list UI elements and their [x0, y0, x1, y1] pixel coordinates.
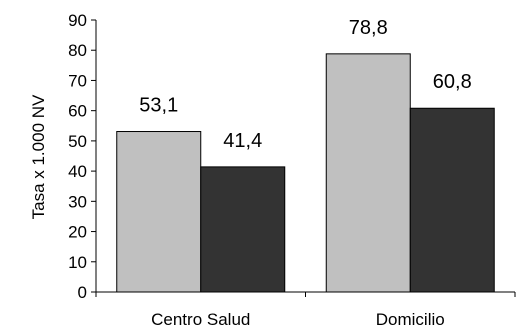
y-tick-label: 50	[68, 132, 87, 151]
y-tick-label: 10	[68, 253, 87, 272]
y-tick-label: 0	[78, 283, 87, 302]
y-tick-label: 20	[68, 223, 87, 242]
data-label: 60,8	[433, 71, 472, 93]
bars	[116, 53, 495, 293]
data-label: 78,8	[349, 17, 388, 39]
x-category-label: Centro Salud	[151, 310, 250, 329]
y-axis-title: Tasa x 1.000 NV	[29, 94, 48, 219]
y-axis: 0 10 20 30 40 50 60 70 80 90	[68, 11, 97, 302]
bar	[325, 53, 411, 293]
x-axis: Centro Salud Domicilio	[95, 291, 516, 329]
data-label: 41,4	[223, 130, 262, 152]
bar	[200, 166, 286, 293]
y-tick-label: 30	[68, 192, 87, 211]
y-tick-label: 80	[68, 41, 87, 60]
bar	[409, 107, 495, 293]
data-labels: 53,1 41,4 78,8 60,8	[139, 17, 471, 152]
data-label: 53,1	[139, 95, 178, 117]
bar	[116, 131, 202, 293]
y-tick-label: 90	[68, 11, 87, 30]
y-tick-label: 40	[68, 162, 87, 181]
x-category-label: Domicilio	[376, 310, 445, 329]
y-tick-label: 60	[68, 102, 87, 121]
y-tick-label: 70	[68, 71, 87, 90]
